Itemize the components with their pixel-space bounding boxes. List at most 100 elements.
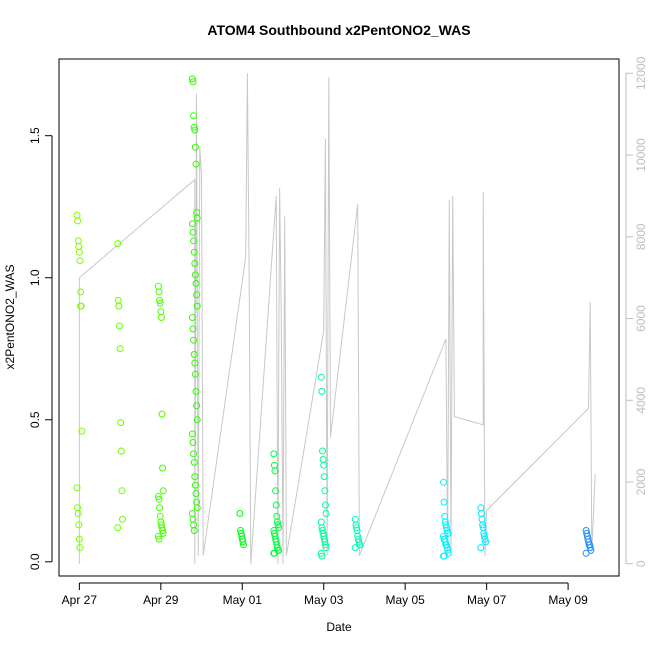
data-point bbox=[156, 299, 164, 307]
x-tick-label: May 03 bbox=[304, 593, 344, 607]
data-point bbox=[116, 322, 123, 330]
data-point bbox=[190, 521, 198, 529]
data-point bbox=[440, 552, 448, 560]
data-point bbox=[190, 123, 198, 131]
data-point bbox=[157, 308, 165, 316]
data-point bbox=[191, 143, 199, 151]
x-tick-label: May 07 bbox=[467, 593, 507, 607]
data-point bbox=[272, 487, 280, 495]
data-point bbox=[114, 240, 122, 248]
data-point bbox=[191, 481, 199, 489]
x-axis-label: Date bbox=[326, 620, 352, 634]
data-point bbox=[117, 447, 125, 455]
data-point bbox=[322, 510, 330, 517]
data-point bbox=[155, 288, 163, 296]
data-point bbox=[479, 521, 487, 529]
data-point bbox=[189, 78, 197, 86]
data-point bbox=[77, 302, 85, 310]
data-point bbox=[351, 544, 359, 552]
plot-frame bbox=[58, 58, 620, 577]
data-point bbox=[320, 473, 328, 481]
secondary-line-layer bbox=[78, 73, 596, 564]
data-point bbox=[154, 493, 162, 500]
data-point bbox=[322, 501, 329, 509]
y2-tick-label: 8000 bbox=[634, 223, 648, 250]
data-point bbox=[190, 450, 198, 458]
data-point bbox=[191, 359, 199, 367]
data-point bbox=[191, 473, 199, 481]
data-point bbox=[478, 515, 486, 523]
data-point bbox=[193, 291, 201, 299]
data-point bbox=[273, 512, 281, 520]
data-point bbox=[191, 126, 199, 134]
data-point bbox=[157, 314, 165, 321]
x-tick-label: May 01 bbox=[223, 593, 263, 607]
data-point bbox=[189, 325, 197, 333]
data-point bbox=[156, 504, 164, 512]
data-point bbox=[155, 495, 163, 503]
data-point bbox=[270, 549, 278, 557]
data-point bbox=[190, 336, 198, 344]
data-point bbox=[586, 544, 594, 552]
x-tick-label: Apr 29 bbox=[143, 593, 179, 607]
data-point bbox=[482, 538, 490, 546]
data-point bbox=[190, 350, 198, 358]
data-point bbox=[114, 524, 122, 532]
data-point bbox=[317, 373, 325, 381]
data-point bbox=[119, 515, 126, 523]
data-point bbox=[477, 544, 485, 552]
y2-tick-label: 6000 bbox=[634, 305, 648, 332]
data-point bbox=[73, 484, 81, 492]
data-point bbox=[76, 257, 84, 265]
axes: Apr 27 Apr 29 May 01 May 03 May 05 May 07 May … bbox=[28, 56, 648, 607]
data-point bbox=[156, 297, 164, 304]
data-point bbox=[270, 461, 278, 469]
data-point bbox=[318, 552, 326, 560]
data-point bbox=[192, 387, 200, 395]
y2-tick-label: 12000 bbox=[634, 56, 648, 90]
data-point bbox=[322, 541, 329, 549]
data-point bbox=[154, 532, 162, 540]
data-point bbox=[190, 458, 198, 466]
data-point bbox=[318, 387, 326, 395]
data-point bbox=[239, 538, 247, 546]
data-point bbox=[154, 282, 162, 290]
y2-tick-label: 10000 bbox=[634, 138, 648, 172]
data-point bbox=[189, 439, 197, 446]
data-point bbox=[118, 487, 126, 495]
data-point bbox=[190, 248, 198, 256]
data-point bbox=[159, 487, 167, 495]
data-point bbox=[440, 478, 447, 486]
data-point bbox=[188, 75, 196, 83]
data-point bbox=[321, 487, 329, 495]
data-point bbox=[116, 345, 124, 353]
data-point bbox=[193, 504, 201, 512]
data-point bbox=[191, 271, 199, 279]
data-point bbox=[159, 527, 167, 534]
data-point bbox=[320, 461, 328, 469]
data-point bbox=[319, 456, 327, 463]
data-point bbox=[271, 467, 279, 475]
data-point bbox=[73, 211, 81, 219]
data-point bbox=[188, 220, 196, 228]
scatter-points-layer bbox=[73, 75, 595, 560]
data-point bbox=[190, 527, 198, 534]
y-tick-label: 1.0 bbox=[28, 269, 42, 286]
data-point bbox=[74, 217, 82, 225]
data-point bbox=[236, 510, 244, 517]
data-point bbox=[270, 450, 278, 458]
data-point bbox=[74, 510, 82, 517]
data-point bbox=[191, 370, 199, 378]
data-point bbox=[115, 302, 123, 310]
data-point bbox=[74, 237, 82, 245]
data-point bbox=[77, 288, 85, 296]
data-point bbox=[317, 518, 325, 526]
data-point bbox=[192, 490, 200, 498]
x-tick-label: Apr 27 bbox=[62, 593, 98, 607]
data-point bbox=[322, 544, 330, 552]
data-point bbox=[188, 314, 196, 321]
data-point bbox=[353, 524, 360, 532]
y-tick-label: 0.0 bbox=[28, 553, 42, 570]
data-point bbox=[193, 302, 201, 310]
